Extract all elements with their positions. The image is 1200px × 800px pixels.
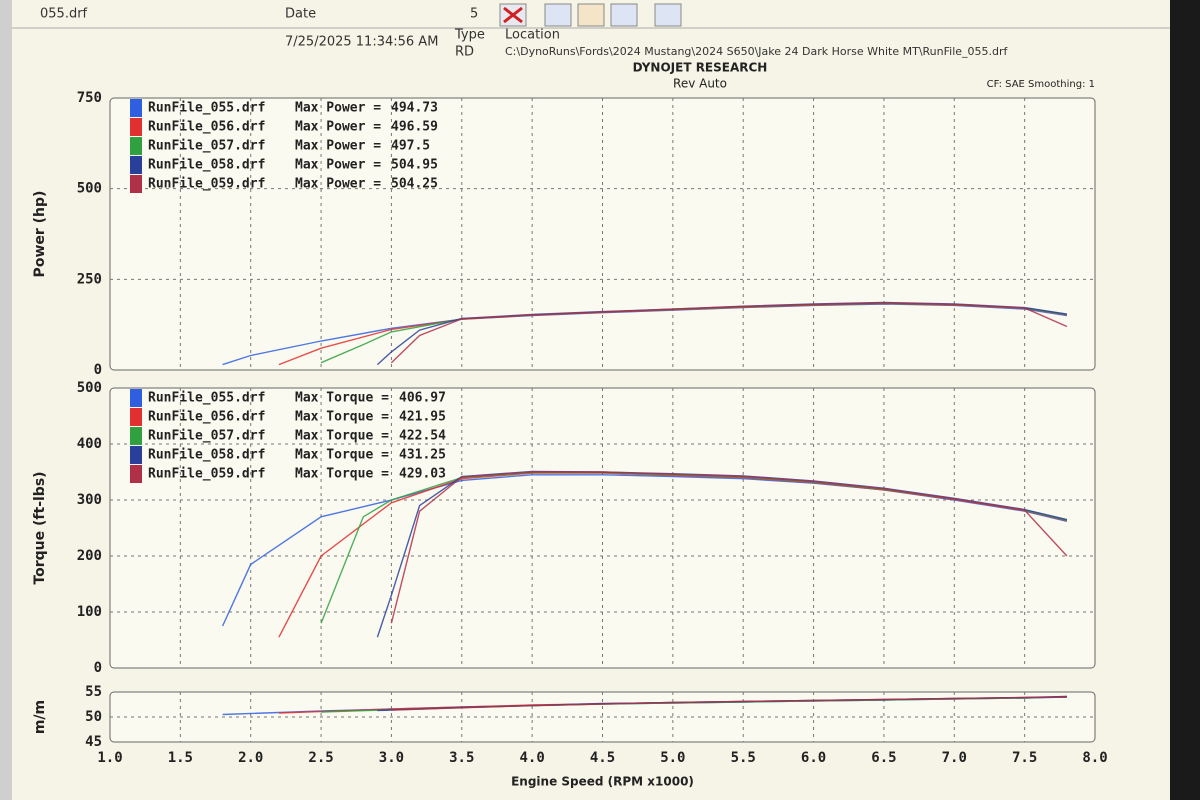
legend-max-value: 494.73 — [391, 101, 438, 116]
legend-swatch — [130, 446, 142, 464]
x-tick-label: 2.5 — [308, 750, 333, 766]
run-line — [390, 471, 1068, 624]
legend-name: RunFile_059.drf — [148, 177, 265, 192]
legend-max-value: 422.54 — [399, 429, 446, 444]
legend-max-value: 496.59 — [391, 120, 438, 135]
legend-max-value: 406.97 — [399, 391, 446, 406]
date-label: Date — [285, 7, 316, 22]
legend-swatch — [130, 118, 142, 136]
y-tick-label: 50 — [85, 709, 102, 725]
legend-max-label: Max Torque = — [295, 448, 389, 463]
legend-max-label: Max Power = — [295, 139, 381, 154]
x-tick-label: 6.0 — [801, 750, 826, 766]
legend-swatch — [130, 137, 142, 155]
type: RD — [455, 45, 474, 60]
x-tick-label: 5.0 — [660, 750, 685, 766]
company: DYNOJET RESEARCH — [633, 61, 768, 75]
legend-swatch — [130, 156, 142, 174]
x-tick-label: 3.5 — [449, 750, 474, 766]
legend-name: RunFile_058.drf — [148, 158, 265, 173]
y-axis-title: Power (hp) — [32, 191, 48, 278]
pan-button[interactable] — [577, 3, 605, 27]
x-tick-label: 1.5 — [168, 750, 193, 766]
run-line — [391, 696, 1067, 711]
legend-swatch — [130, 389, 142, 407]
legend-swatch — [130, 175, 142, 193]
legend-max-label: Max Torque = — [295, 467, 389, 482]
run-line — [390, 302, 1068, 364]
legend-max-label: Max Power = — [295, 120, 381, 135]
legend-name: RunFile_056.drf — [148, 410, 265, 425]
x-tick-label: 2.0 — [238, 750, 263, 766]
legend-swatch — [130, 99, 142, 117]
x-tick-label: 3.0 — [379, 750, 404, 766]
x-tick-label: 6.5 — [871, 750, 896, 766]
legend-max-value: 504.25 — [391, 177, 438, 192]
legend-name: RunFile_057.drf — [148, 429, 265, 444]
delete-icon — [503, 6, 523, 24]
grid-button[interactable] — [654, 3, 682, 27]
x-tick-label: 1.0 — [97, 750, 122, 766]
y-tick-label: 55 — [85, 684, 102, 700]
legend-name: RunFile_058.drf — [148, 448, 265, 463]
date: 7/25/2025 11:34:56 AM — [285, 35, 438, 50]
x-tick-label: 7.5 — [1012, 750, 1037, 766]
type-label: Type — [454, 28, 485, 43]
legend-max-label: Max Power = — [295, 177, 381, 192]
y-tick-label: 750 — [77, 90, 102, 106]
legend-name: RunFile_056.drf — [148, 120, 265, 135]
legend-max-value: 431.25 — [399, 448, 446, 463]
legend-swatch — [130, 408, 142, 426]
legend-name: RunFile_059.drf — [148, 467, 265, 482]
legend-max-value: 429.03 — [399, 467, 446, 482]
y-tick-label: 500 — [77, 181, 102, 197]
legend-max-label: Max Power = — [295, 158, 381, 173]
legend-name: RunFile_055.drf — [148, 391, 265, 406]
legend-swatch — [130, 465, 142, 483]
header: 055.drf Date 5 7/25/2025 11:34:56 AM Typ… — [12, 3, 1170, 91]
legend-name: RunFile_055.drf — [148, 101, 265, 116]
y-tick-label: 100 — [77, 604, 102, 620]
y-tick-label: 45 — [85, 734, 102, 750]
x-tick-label: 4.5 — [590, 750, 615, 766]
location-label: Location — [505, 28, 560, 43]
y-tick-label: 200 — [77, 548, 102, 564]
legend-max-label: Max Torque = — [295, 410, 389, 425]
y-axis-title: m/m — [32, 700, 48, 734]
x-tick-label: 5.5 — [731, 750, 756, 766]
y-tick-label: 300 — [77, 492, 102, 508]
zoom-button[interactable] — [544, 3, 572, 27]
y-tick-label: 250 — [77, 271, 102, 287]
legend-max-label: Max Power = — [295, 101, 381, 116]
y-tick-label: 400 — [77, 436, 102, 452]
legend-max-value: 504.95 — [391, 158, 438, 173]
x-axis-title: Engine Speed (RPM x1000) — [511, 775, 694, 789]
legend-max-value: 421.95 — [399, 410, 446, 425]
y-axis-title: Torque (ft-lbs) — [32, 471, 48, 584]
cursor-button[interactable] — [610, 3, 638, 27]
toolbar-count: 5 — [470, 7, 478, 22]
x-tick-label: 8.0 — [1082, 750, 1107, 766]
legend-max-label: Max Torque = — [295, 429, 389, 444]
x-tick-label: 7.0 — [942, 750, 967, 766]
bezel — [1170, 0, 1200, 800]
x-tick-label: 4.0 — [519, 750, 544, 766]
legend-swatch — [130, 427, 142, 445]
file-name: 055.drf — [40, 7, 88, 22]
legend-max-value: 497.5 — [391, 139, 430, 154]
y-tick-label: 0 — [94, 660, 102, 676]
scroll-bar — [0, 0, 12, 800]
y-tick-label: 500 — [77, 380, 102, 396]
y-tick-label: 0 — [94, 362, 102, 378]
legend-max-label: Max Torque = — [295, 391, 389, 406]
correction: CF: SAE Smoothing: 1 — [987, 79, 1095, 90]
legend-name: RunFile_057.drf — [148, 139, 265, 154]
shop: Rev Auto — [673, 77, 727, 91]
location: C:\DynoRuns\Fords\2024 Mustang\2024 S650… — [505, 45, 1009, 58]
